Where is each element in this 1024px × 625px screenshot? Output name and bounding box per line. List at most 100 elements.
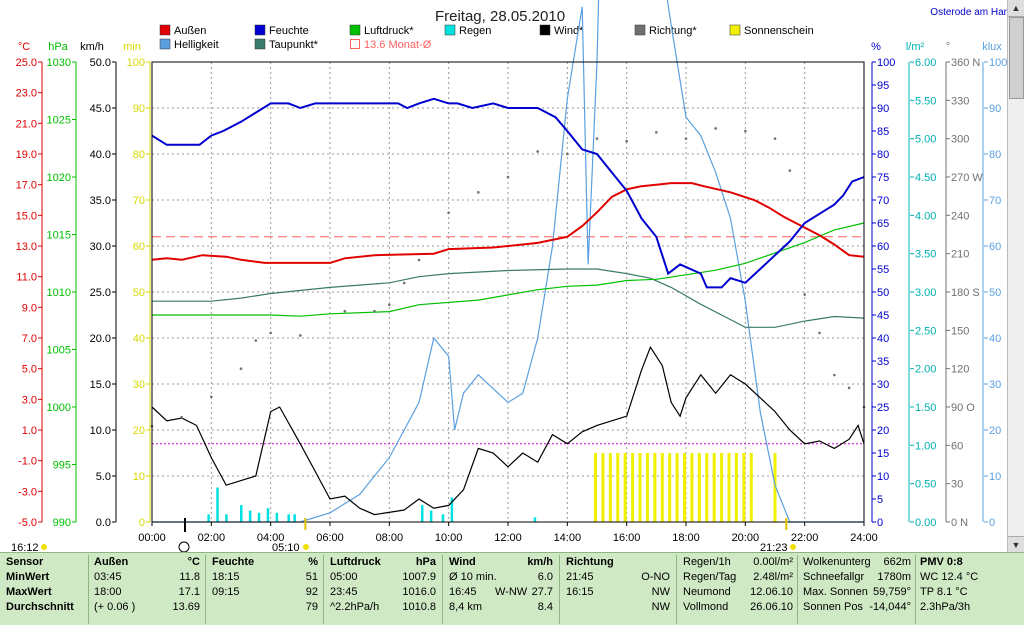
hpa-axis-tick-label: 1010 <box>47 287 71 299</box>
min-axis-tick-label: 10 <box>133 471 145 483</box>
dir-unit-label: ° <box>946 41 950 53</box>
hpa-axis-tick-label: 1025 <box>47 115 71 127</box>
richtung-point <box>818 331 821 335</box>
wind-max-dir: W-NW <box>495 586 528 598</box>
min-axis-tick-label: 60 <box>133 241 145 253</box>
aussen-min-value: 11.8 <box>179 571 200 583</box>
pct-axis-tick-label: 45 <box>877 310 889 322</box>
sunshine-bar <box>697 453 701 522</box>
temp-axis-tick-label: 17.0 <box>16 180 37 192</box>
rain-bar <box>248 510 252 522</box>
kmh-axis-tick-label: 45.0 <box>90 103 111 115</box>
lm2-axis-tick-label: 4.50 <box>915 172 936 184</box>
lm2-axis-tick-label: 6.00 <box>915 57 936 69</box>
richtung-point <box>595 137 599 140</box>
regen-1h-label: Regen/1h <box>683 556 731 568</box>
vertical-scrollbar[interactable]: ▲ ▼ <box>1007 0 1024 553</box>
weather-chart: Freitag, 28.05.2010 Osterode am Harz Auß… <box>11 0 1012 552</box>
richtung-max-time: 16:15 <box>566 586 594 598</box>
temp-unit-label: °C <box>18 41 30 53</box>
legend-label: Wind* <box>554 25 584 37</box>
feuchte-max-value: 92 <box>305 586 318 598</box>
lm2-axis-tick-label: 0.00 <box>915 517 936 529</box>
time-tick-label: 20:00 <box>732 532 760 544</box>
rain-bar <box>207 514 210 522</box>
legend-swatch <box>159 24 171 36</box>
sun-dot-icon <box>41 544 47 550</box>
legend-label: Außen <box>174 25 206 37</box>
min-axis-tick-label: 30 <box>133 379 145 391</box>
lm2-axis-tick-label: 2.50 <box>915 325 936 337</box>
lm2-axis-tick-label: 3.00 <box>915 287 936 299</box>
feuchte-max-time: 09:15 <box>212 586 240 598</box>
dir-axis-tick-label: 30 <box>951 479 963 491</box>
rain-bar <box>429 510 433 522</box>
chart-title: Freitag, 28.05.2010 <box>435 8 565 25</box>
lm2-axis-tick-label: 2.00 <box>915 364 936 376</box>
tp-value: TP 8.1 °C <box>920 586 968 598</box>
trend-value: 2.3hPa/3h <box>920 601 971 613</box>
time-tick-label: 08:00 <box>376 532 404 544</box>
lm2-axis-tick-label: 5.50 <box>915 95 936 107</box>
richtung-point <box>625 139 628 143</box>
richtung-point <box>210 395 213 399</box>
pct-axis-tick-label: 30 <box>877 379 889 391</box>
klux-axis-tick-label: 100 <box>989 57 1007 69</box>
legend-swatch <box>159 38 171 50</box>
temp-axis-tick-label: 1.0 <box>22 425 37 437</box>
kmh-axis-tick-label: 35.0 <box>90 195 111 207</box>
richtung-min-value: O-NO <box>641 571 670 583</box>
wind-unit: km/h <box>527 556 553 568</box>
time-tick-label: 04:00 <box>257 532 285 544</box>
temp-axis-tick-label: 11.0 <box>16 272 37 284</box>
richtung-point <box>536 150 539 153</box>
feuchte-min-value: 51 <box>305 571 318 583</box>
min-axis-tick-label: 0 <box>139 517 145 529</box>
lm2-axis-tick-label: 4.00 <box>915 210 936 222</box>
richtung-point <box>788 169 792 172</box>
aussen-max-value: 17.1 <box>178 586 200 598</box>
legend-swatch <box>539 24 551 36</box>
legend-label: 13.6 Monat-Ø <box>364 39 432 51</box>
scroll-up-icon[interactable]: ▲ <box>1008 0 1024 17</box>
scroll-down-icon[interactable]: ▼ <box>1008 536 1024 553</box>
aussen-header: Außen <box>94 556 129 568</box>
luftdruck-column: Luftdruck hPa 05:00 1007.9 23:45 1016.0 ^2.… <box>330 555 436 615</box>
klux-axis-tick-label: 50 <box>989 287 1001 299</box>
richtung-point <box>388 303 391 307</box>
scroll-thumb[interactable] <box>1009 17 1024 99</box>
pct-axis-tick-label: 0 <box>877 517 883 529</box>
pct-axis-tick-label: 40 <box>877 333 889 345</box>
klux-axis-tick-label: 80 <box>989 149 1001 161</box>
richtung-avg-value: NW <box>651 601 670 613</box>
temp-axis-tick-label: -1.0 <box>18 456 37 468</box>
time-tick-label: 18:00 <box>672 532 700 544</box>
luftdruck-trend: ^2.2hPa/h <box>330 601 380 613</box>
richtung-point <box>833 373 836 377</box>
hpa-axis-tick-label: 1015 <box>47 230 71 242</box>
feuchte-column: Feuchte% 18:15 51 09:15 92 79 <box>212 555 318 615</box>
sunshine-bar <box>773 453 777 522</box>
richtung-max-value: NW <box>651 586 670 598</box>
sonnen-pos-value: -14,044° <box>869 601 911 613</box>
richtung-point <box>477 191 480 194</box>
taupunkt-series-line <box>152 268 865 328</box>
wind-max-value: 27.7 <box>531 586 553 598</box>
temp-axis-tick-label: 15.0 <box>16 210 37 222</box>
hpa-axis-tick-label: 1005 <box>47 345 71 357</box>
dir-axis-tick-label: 300 <box>951 134 969 146</box>
luftdruck-header: Luftdruck <box>330 556 381 568</box>
min-axis-tick-label: 20 <box>133 425 145 437</box>
sunset-icon <box>790 544 796 550</box>
temp-axis-tick-label: 9.0 <box>22 302 37 314</box>
legend-swatch <box>254 38 266 50</box>
temp-axis-tick-label: 7.0 <box>22 333 37 345</box>
dir-axis-tick-label: 180 S <box>951 287 980 299</box>
min-axis-tick-label: 50 <box>133 287 145 299</box>
time-tick-label: 22:00 <box>791 532 819 544</box>
aussen-max-time: 18:00 <box>94 586 122 598</box>
klux-unit-label: klux <box>982 41 1002 53</box>
temp-axis-tick-label: -5.0 <box>18 517 37 529</box>
sunshine-bar <box>608 453 612 522</box>
dir-axis-tick-label: 330 <box>951 95 969 107</box>
